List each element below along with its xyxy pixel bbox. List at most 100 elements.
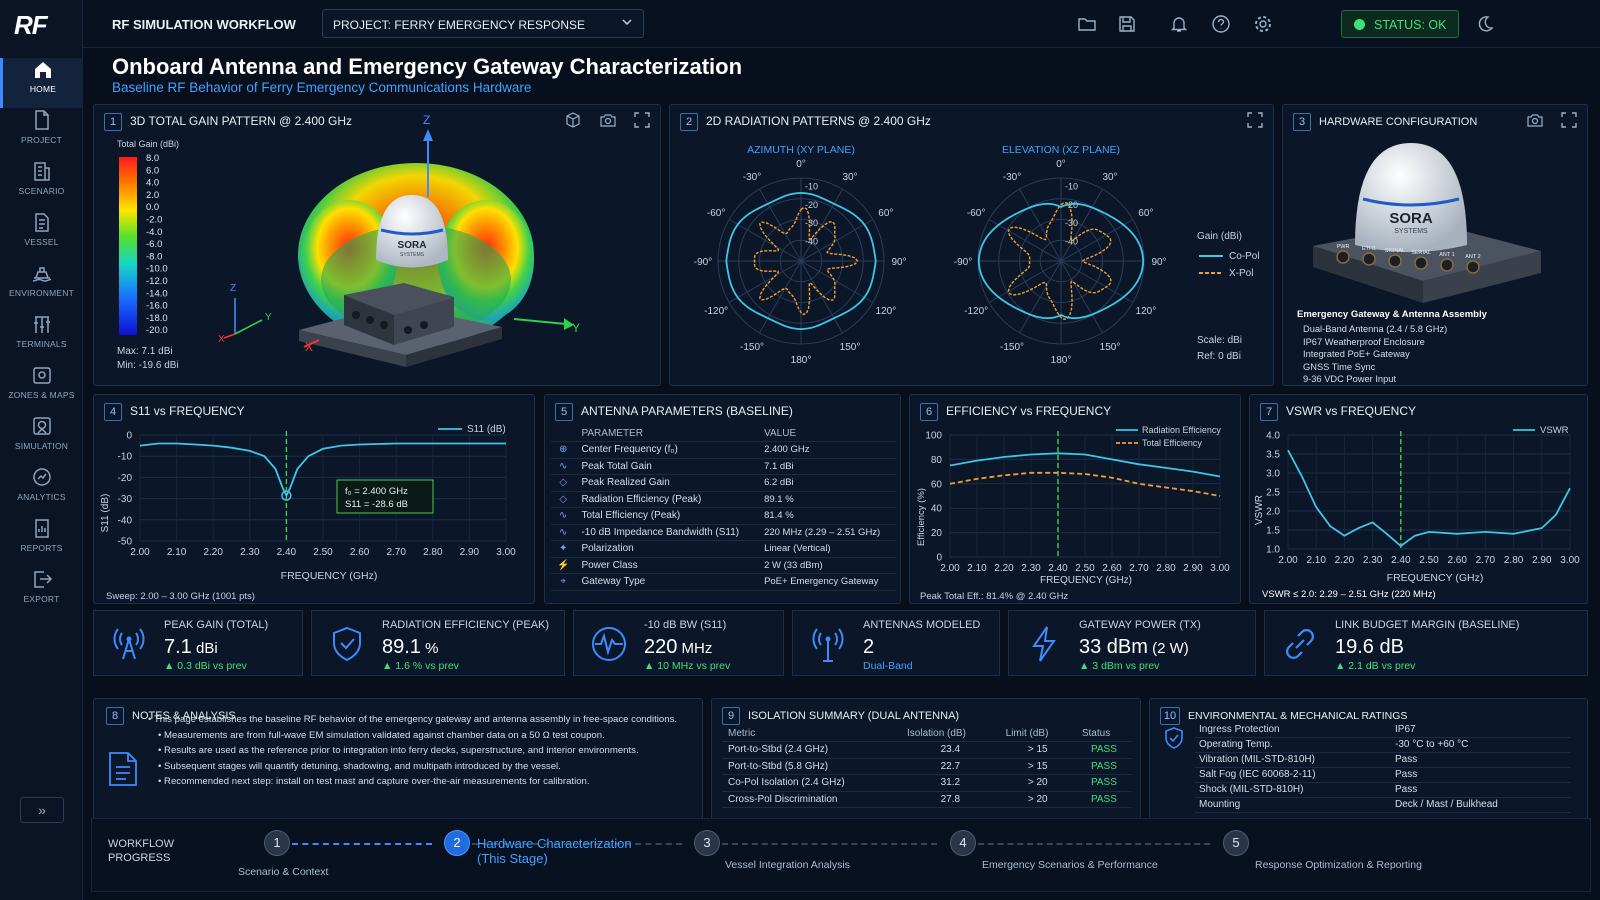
workflow-step-label[interactable]: Vessel Integration Analysis [725, 859, 850, 871]
env-key: Salt Fog (IEC 60068-2-11) [1195, 767, 1391, 783]
note-text: This page establishes the baseline RF be… [153, 714, 678, 725]
notes-list: • This page establishes the baseline RF … [148, 712, 677, 790]
workflow-step-label[interactable]: Hardware Characterization (This Stage) [477, 836, 632, 866]
kpi-value: 19.6 dB [1335, 636, 1404, 659]
workflow-step-title: Vessel Integration Analysis [725, 859, 850, 871]
panel-title: VSWR vs FREQUENCY [1286, 404, 1417, 418]
save-icon[interactable] [1117, 14, 1137, 34]
panel-header: 2 2D RADIATION PATTERNS @ 2.400 GHz [680, 113, 931, 131]
workflow-step-label[interactable]: Response Optimization & Reporting [1255, 859, 1422, 871]
axis-z-label: Z [423, 113, 430, 127]
port-label: ANT 2 [1465, 254, 1481, 260]
note-text: Subsequent stages will quantify detuning… [164, 760, 561, 772]
folder-icon[interactable] [1077, 14, 1097, 34]
kpi-unit: dBi [191, 640, 218, 657]
sidebar-item-export[interactable]: EXPORT [0, 568, 83, 618]
panel-notes-analysis: 8 NOTES & ANALYSIS [93, 698, 703, 824]
expand-sidebar-button[interactable]: » [20, 797, 64, 823]
series-line-total-efficiency [949, 471, 1221, 497]
efficiency-chart: 0 20 40 60 80 100 2.00 2.10 2.20 2.30 2.40 2.50 2.60… [916, 425, 1230, 602]
document-icon [109, 752, 137, 786]
panel-header: 4 S11 vs FREQUENCY [104, 403, 244, 421]
panel-tools [551, 112, 650, 133]
project-selector[interactable]: PROJECT: FERRY EMERGENCY RESPONSE [322, 9, 644, 38]
sidebar-item-reports[interactable]: REPORTS [0, 517, 83, 567]
camera-icon[interactable] [1526, 112, 1543, 128]
s11-legend-label: S11 (dB) [467, 424, 506, 435]
series-line-vswr [1287, 449, 1571, 548]
azimuth-polar-plot: 0° 30° 60° 90° 120° 150° 180° -150° -120° -90° -60… [694, 159, 907, 366]
sidebar-item-scenario[interactable]: SCENARIO [0, 160, 83, 210]
workflow-step-label[interactable]: Emergency Scenarios & Performance [982, 859, 1158, 871]
y-tick-label: -40 [118, 515, 133, 526]
x-tick-label: 2.50 [313, 547, 333, 558]
gear-icon[interactable] [1253, 14, 1273, 34]
cube-icon[interactable] [565, 112, 581, 128]
fullscreen-icon[interactable] [1561, 112, 1577, 128]
iso-limit: > 20 [999, 791, 1076, 808]
moon-icon[interactable] [1475, 14, 1495, 34]
sidebar-item-zones-maps[interactable]: ZONES & MAPS [0, 364, 83, 414]
x-tick-label: 2.30 [240, 547, 260, 558]
workflow-step-1[interactable]: 1 [264, 830, 290, 856]
resonance-point [281, 490, 292, 501]
colorbar-tick: -10.0 [146, 264, 168, 275]
param-icon: ⌖ [551, 573, 576, 591]
param-icon: ◇ [551, 474, 576, 492]
x-tick-label: 3.00 [1210, 563, 1230, 574]
kpi-value: 89.1 % [382, 636, 438, 659]
vswr-chart: 1.0 1.5 2.0 2.5 3.0 3.5 4.0 2.00 2.10 2.20 2.30 2.4… [1254, 425, 1580, 600]
kpi-unit: % [420, 640, 439, 657]
param-value: 220 MHz (2.29 – 2.51 GHz) [758, 524, 896, 541]
x-tick-label: 2.00 [940, 563, 960, 574]
s11-xlabel: FREQUENCY (GHz) [281, 570, 378, 582]
note-item: • Measurements are from full-wave EM sim… [148, 728, 677, 744]
workflow-progress-label: WORKFLOW PROGRESS [108, 837, 174, 865]
sidebar-item-terminals[interactable]: TERMINALS [0, 313, 83, 363]
workflow-step-4[interactable]: 4 [950, 830, 976, 856]
project-selector-label: PROJECT: FERRY EMERGENCY RESPONSE [333, 18, 586, 32]
link-icon [1286, 629, 1314, 659]
azimuth-angle-label: -120° [704, 306, 728, 317]
workflow-step-5[interactable]: 5 [1223, 830, 1249, 856]
workflow-step-2[interactable]: 2 [444, 830, 470, 856]
panel-number: 4 [104, 403, 122, 421]
camera-icon[interactable] [599, 112, 616, 128]
copol-legend-label: Co-Pol [1229, 251, 1260, 262]
help-icon[interactable] [1211, 14, 1231, 34]
mini-axis-x: X [218, 334, 225, 345]
panel-title: ANTENNA PARAMETERS (BASELINE) [581, 404, 793, 418]
fullscreen-icon[interactable] [1247, 112, 1263, 128]
vswr-ylabel: VSWR [1254, 495, 1265, 525]
x-tick-label: 2.70 [1476, 555, 1496, 566]
kpi-value: 220 MHz [644, 636, 712, 659]
workflow-step-label[interactable]: Scenario & Context [238, 866, 328, 878]
fullscreen-icon[interactable] [634, 112, 650, 128]
mini-axis-z: Z [230, 283, 236, 294]
port-label: ANT 1 [1439, 252, 1455, 258]
elevation-ring-label: -10 [1065, 182, 1078, 192]
iso-isolation: 22.7 [901, 758, 1000, 775]
sidebar-item-environment[interactable]: ENVIRONMENT [0, 262, 83, 312]
kpi-value: 33 dBm (2 W) [1079, 636, 1189, 659]
sidebar-item-vessel[interactable]: VESSEL [0, 211, 83, 261]
sidebar-item-simulation[interactable]: SIMULATION [0, 415, 83, 465]
azimuth-angle-label: 0° [796, 159, 806, 170]
azimuth-angle-label: 120° [876, 306, 897, 317]
kpi-delta: ▲ 3 dBm vs prev [1079, 660, 1160, 672]
sidebar-item-project[interactable]: PROJECT [0, 109, 83, 159]
y-tick-label: 1.5 [1266, 526, 1280, 537]
azimuth-angle-label: 60° [878, 208, 893, 219]
workflow-step-3[interactable]: 3 [694, 830, 720, 856]
hardware-specs-list: Dual-Band Antenna (2.4 / 5.8 GHz) IP67 We… [1303, 323, 1447, 386]
sidebar-item-label: PROJECT [20, 135, 63, 145]
sidebar-item-analytics[interactable]: ANALYTICS [0, 466, 83, 516]
colorbar-tick: 4.0 [146, 178, 159, 189]
bell-icon[interactable] [1169, 14, 1189, 34]
panel-tools [1513, 112, 1577, 133]
x-tick-label: 2.00 [1278, 555, 1298, 566]
x-tick-label: 2.40 [1391, 555, 1411, 566]
map-icon [32, 367, 51, 384]
sidebar-item-home[interactable]: HOME [0, 58, 83, 108]
param-value: 7.1 dBi [758, 458, 896, 475]
